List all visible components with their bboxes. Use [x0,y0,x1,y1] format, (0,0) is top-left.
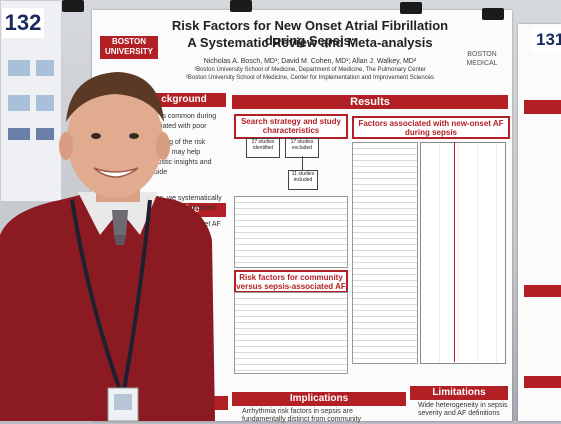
boston-medical-logo: BOSTON MEDICAL [458,50,506,70]
wall-tile [36,128,54,140]
implications-text: Arrhythmia risk factors in sepsis are fu… [242,408,402,424]
risk-factor-list [352,142,418,364]
flow-box-included: 11 studies included [288,170,318,190]
limitations-text: Wide heterogeneity in sepsis severity an… [418,402,508,418]
text-line: fundamentally distinct from community [242,416,362,423]
logo-text-line1: BOSTON [111,37,147,46]
section-implications-header: Implications [232,392,406,406]
community-risk-box: Risk factors for community versus sepsis… [234,270,348,293]
wall-tile [8,95,30,111]
section-limitations-header: Limitations [410,386,508,400]
neighbor-section-header [524,376,561,388]
forest-plot [420,142,506,364]
poster-title-line2: A Systematic Review and Meta-analysis [187,35,433,50]
wall-tile [8,128,30,140]
logo-text-line2: UNIVERSITY [104,47,153,56]
poster-title-line1: Risk Factors for New Onset Atrial Fibril… [171,18,449,48]
wall-tile [36,95,54,111]
poster-number-left: 132 [2,8,44,38]
text-line: severity and AF definitions [418,410,500,417]
logo-text-line1: BOSTON [467,51,497,58]
text-line: AF is common during [150,113,217,120]
text-line: sociated with poor [150,123,207,130]
flow-arrow [302,156,303,170]
binder-clip [62,0,84,12]
factors-box: Factors associated with new-onset AF dur… [352,116,510,139]
flow-box-identified: 27 studies identified [246,138,280,158]
flow-box-excluded: 17 studies excluded [285,138,319,158]
section-background-header: ckground [142,93,226,107]
text-line: gnostic insights and guide [150,159,212,176]
search-strategy-box: Search strategy and study characteristic… [234,114,348,139]
forest-plot-reference-line [454,142,455,362]
poster-affiliation-1: ¹Boston University School of Medicine, D… [194,67,426,73]
boston-university-logo: BOSTON UNIVERSITY [100,36,158,59]
binder-clip [230,0,252,12]
neighbor-section-header [524,100,561,114]
community-risk-table [234,292,348,374]
text-line: tanding of the risk [150,139,206,146]
poster-number-right: 131 [532,28,561,52]
binder-clip [482,8,504,20]
poster-affiliation-2: ²Boston University School of Medicine, C… [185,75,435,81]
poster-authors: Nicholas A. Bosch, MD¹; David M. Cohen, … [203,58,417,65]
text-line: mes, we systematically [150,195,222,202]
text-line: set AF may help [150,149,201,156]
text-line: Arrhythmia risk factors in sepsis are [242,408,353,415]
neighbor-poster [518,24,561,421]
presenter-person [0,72,215,421]
binder-clip [400,2,422,14]
wall-tile [36,60,54,76]
section-results-header: Results [232,95,508,109]
text-line: Wide heterogeneity in sepsis [418,402,508,409]
neighbor-section-header [524,285,561,297]
logo-text-line2: MEDICAL [466,60,498,67]
wall-tile [8,60,30,76]
section-header-fragment [212,396,228,410]
study-characteristics-table [234,196,348,268]
